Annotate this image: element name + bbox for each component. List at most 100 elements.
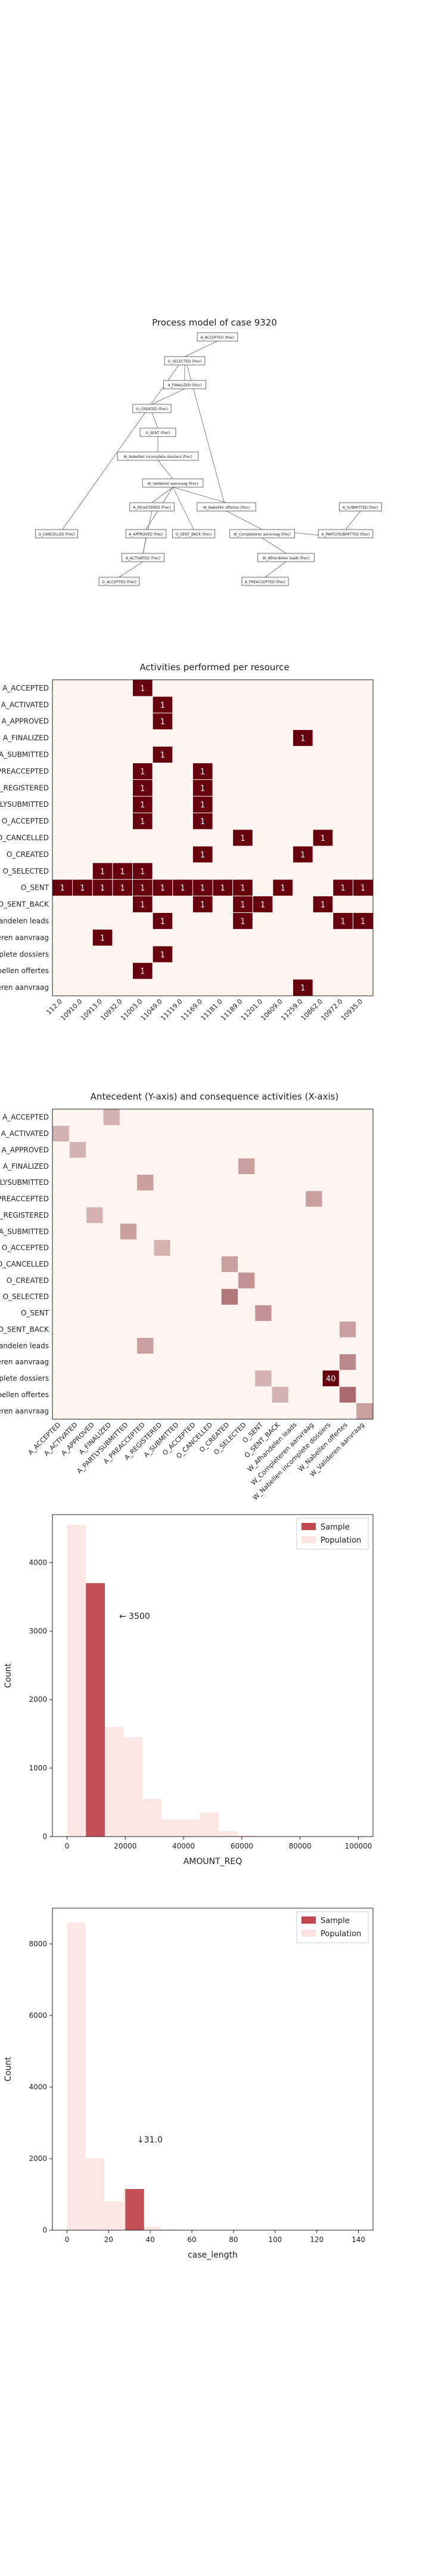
heatmap-cell	[313, 829, 333, 846]
heatmap-col-label: 10910.0	[59, 998, 83, 1022]
process-node-label: A_PARTLYSUBMITTED (frec)	[322, 532, 370, 537]
process-node	[197, 332, 238, 342]
legend-swatch	[301, 1930, 316, 1937]
process-node	[121, 553, 164, 562]
heatmap-cell-label: 1	[140, 784, 145, 793]
process-model-graph: A_ACCEPTED (frec) O_SELECTED (frec) A_FINA…	[35, 332, 383, 586]
heatmap-cell-label: 1	[300, 851, 305, 860]
heatmap-cell	[153, 713, 173, 730]
heatmap-row-label: O_SENT_BACK	[0, 900, 49, 909]
heatmap-cell	[339, 1321, 356, 1337]
plot-frame	[52, 1514, 374, 1837]
heatmap-cell-label: 1	[100, 934, 105, 943]
process-edge	[142, 537, 147, 554]
histogram-bar	[86, 1583, 105, 1837]
heatmap-col-label: 11259.0	[279, 998, 304, 1022]
heatmap-cell	[173, 880, 192, 896]
x-tick-label: 40000	[172, 1842, 195, 1850]
heatmap-cell	[333, 913, 353, 929]
legend-swatch	[301, 1536, 316, 1543]
heatmap-cell-label: 1	[200, 801, 205, 810]
heatmap-cell	[137, 1174, 154, 1191]
histogram-bar	[160, 2229, 180, 2230]
process-node-label: A_SUBMITTED (frec)	[343, 506, 378, 510]
heatmap-row-label: A_SUBMITTED	[0, 751, 49, 759]
heatmap-cell-label: 1	[321, 834, 325, 843]
heatmap-cell-label: 1	[160, 751, 165, 760]
process-node	[117, 451, 199, 461]
process-node-label: O_CANCELLED (frec)	[38, 532, 75, 537]
heatmap-cell-label: 1	[60, 884, 65, 893]
process-node-label: W_Afhandelen leads (frec)	[263, 556, 310, 561]
heatmap-cell-label: 1	[321, 901, 325, 910]
heatmap-cell-label: 1	[160, 917, 165, 926]
heatmap-cell-label: 1	[200, 767, 205, 776]
heatmap-cell-label: 1	[240, 884, 245, 893]
heatmap-row-label: A_REGISTERED	[0, 784, 49, 792]
heatmap-row-label: O_ACCEPTED	[2, 817, 49, 825]
histogram-bar	[104, 2202, 123, 2230]
heatmap-row-label: O_SENT	[21, 884, 49, 892]
heatmap-cell-label: 1	[360, 884, 365, 893]
process-node-label: O_CREATED (frec)	[136, 407, 168, 411]
heatmap-row-label: A_PARTLYSUBMITTED	[0, 800, 49, 809]
x-tick-label: 80	[229, 2236, 238, 2244]
y-tick-label: 3000	[29, 1627, 47, 1635]
value-annotation: ↓31.0	[137, 2135, 163, 2145]
process-edge	[262, 537, 287, 554]
process-node-label: W_Nabellen incomplete dossiers (frec)	[123, 455, 192, 459]
heatmap-cell-label: 1	[100, 868, 105, 877]
value-annotation: ← 3500	[119, 1612, 150, 1621]
heatmap-col-label: 10862.0	[300, 998, 324, 1022]
legend-label: Population	[321, 1930, 361, 1939]
heatmap-row-label: O_CANCELLED	[0, 834, 49, 842]
heatmap-cell	[133, 962, 153, 979]
histogram-bar	[105, 1727, 124, 1837]
heatmap-col-label: 11181.0	[200, 998, 224, 1022]
histogram-bar	[161, 1819, 181, 1837]
heatmap-col-label: 112.0	[45, 998, 63, 1016]
heatmap-col-label: 11003.0	[119, 998, 144, 1022]
heatmap-cell	[153, 880, 173, 896]
heatmap-cell-label: 1	[260, 901, 265, 910]
heatmap-cell	[192, 880, 213, 896]
process-node-label: A_APPROVED (frec)	[129, 532, 163, 537]
heatmap-cell-label: 1	[360, 917, 365, 926]
heatmap-row-label: A_FINALIZED	[3, 734, 49, 742]
process-node	[142, 478, 204, 488]
heatmap-row-label: A_PREACCEPTED	[0, 1195, 49, 1203]
heatmap-cell	[333, 880, 353, 896]
heatmap-cell	[356, 1403, 373, 1419]
process-edge	[157, 460, 173, 479]
heatmap-cell	[133, 880, 153, 896]
x-tick-label: 140	[352, 2236, 365, 2244]
heatmap-cell	[153, 913, 173, 929]
histogram-bar	[123, 1737, 143, 1837]
process-node	[98, 577, 140, 586]
heatmap-row-label: W_Completeren aanvraag	[0, 1358, 49, 1366]
heatmap-cell-label: 1	[300, 984, 305, 993]
heatmap-cell	[213, 880, 233, 896]
heatmap-row-label: W_Valideren aanvraag	[0, 983, 49, 992]
heatmap-cell	[113, 863, 132, 880]
x-tick-label: 100	[268, 2236, 282, 2244]
heatmap-cell-label: 1	[160, 884, 165, 893]
y-tick-label: 8000	[29, 1940, 47, 1948]
antecedent-heatmap: 40 A_ACCEPTED A_ACTIVATED A_APPROVED A_FINAL…	[0, 1109, 374, 1501]
heatmap-cell	[133, 796, 153, 813]
heatmap-cell	[69, 1142, 86, 1158]
heatmap-cell-label: 1	[140, 767, 145, 776]
heatmap-row-label: A_SUBMITTED	[0, 1227, 49, 1236]
process-edge	[184, 340, 218, 357]
heatmap-cell	[86, 1207, 103, 1224]
heatmap-cell-label: 1	[200, 851, 205, 860]
heatmap-background	[52, 1109, 374, 1420]
process-node-label: A_ACCEPTED (frec)	[201, 336, 235, 340]
heatmap-cell	[293, 730, 313, 747]
heatmap-cell-label: 1	[240, 917, 245, 926]
heatmap-row-label: W_Nabellen incomplete dossiers	[0, 950, 49, 958]
heatmap-cell-label: 1	[160, 701, 165, 710]
x-axis-label: case_length	[188, 2250, 238, 2260]
heatmap-cell	[52, 1125, 69, 1142]
